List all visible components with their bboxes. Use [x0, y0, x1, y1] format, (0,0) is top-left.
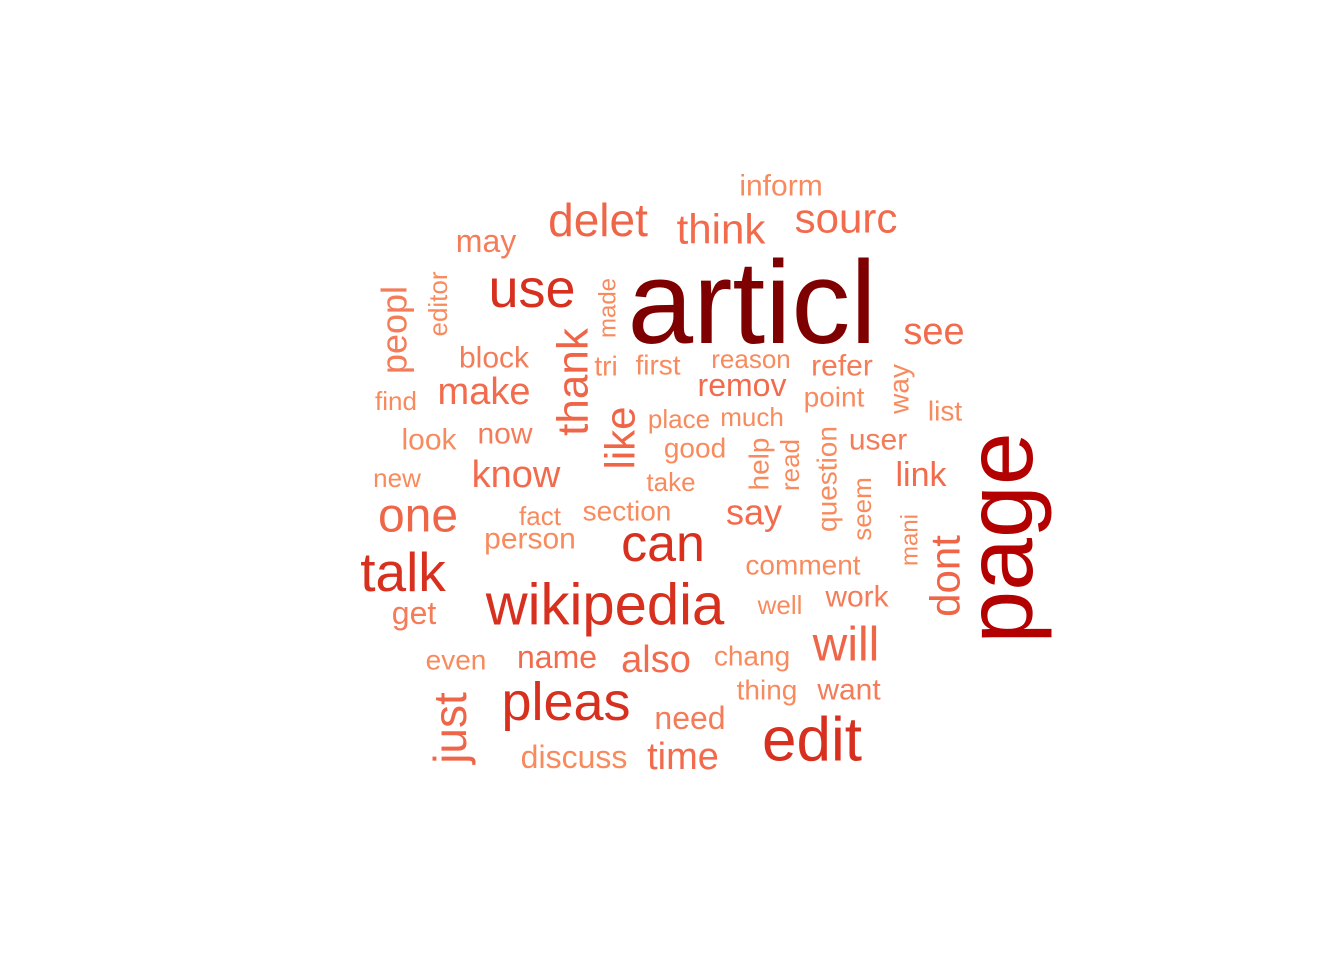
- word-made: made: [595, 278, 622, 338]
- word-say: say: [726, 492, 782, 533]
- word-want: want: [816, 674, 881, 707]
- word-look: look: [401, 424, 457, 457]
- word-seem: seem: [847, 477, 877, 541]
- word-also: also: [621, 639, 691, 681]
- word-person: person: [484, 523, 576, 556]
- word-place: place: [648, 404, 710, 434]
- word-peopl: peopl: [374, 286, 415, 374]
- word-one: one: [378, 490, 458, 543]
- word-question: question: [812, 426, 843, 532]
- word-now: now: [477, 418, 532, 451]
- word-edit: edit: [762, 706, 862, 775]
- word-reason: reason: [711, 344, 791, 374]
- word-refer: refer: [811, 350, 873, 383]
- word-talk: talk: [360, 541, 446, 603]
- word-first: first: [635, 350, 680, 381]
- word-pleas: pleas: [501, 672, 630, 732]
- word-user: user: [849, 424, 907, 457]
- word-like: like: [597, 406, 644, 469]
- word-articl: articl: [627, 237, 876, 369]
- word-just: just: [424, 692, 476, 766]
- word-dont: dont: [922, 535, 969, 617]
- word-get: get: [392, 595, 437, 631]
- word-link: link: [895, 456, 947, 494]
- word-inform: inform: [739, 170, 822, 203]
- word-help: help: [744, 438, 775, 491]
- word-wikipedia: wikipedia: [485, 573, 725, 638]
- word-tri: tri: [594, 351, 617, 382]
- word-well: well: [757, 590, 803, 620]
- word-know: know: [472, 454, 561, 496]
- word-work: work: [824, 581, 889, 614]
- word-discuss: discuss: [521, 739, 628, 775]
- word-find: find: [375, 386, 417, 416]
- word-even: even: [426, 645, 487, 676]
- word-point: point: [804, 382, 865, 413]
- word-will: will: [812, 619, 880, 672]
- word-delet: delet: [548, 194, 648, 246]
- word-sourc: sourc: [795, 195, 898, 242]
- word-new: new: [373, 463, 421, 493]
- word-thank: thank: [549, 327, 598, 436]
- word-thing: thing: [737, 675, 798, 706]
- word-editor: editor: [423, 271, 453, 336]
- word-page: page: [947, 432, 1053, 643]
- word-time: time: [647, 736, 719, 778]
- word-name: name: [517, 639, 597, 675]
- word-make: make: [438, 371, 531, 413]
- word-may: may: [456, 223, 516, 259]
- word-think: think: [677, 206, 767, 253]
- word-mani: mani: [897, 514, 924, 566]
- word-much: much: [720, 402, 784, 432]
- word-read: read: [775, 439, 805, 491]
- word-section: section: [583, 496, 672, 527]
- word-list: list: [928, 396, 962, 427]
- word-chang: chang: [714, 641, 790, 672]
- word-fact: fact: [519, 501, 562, 531]
- word-use: use: [488, 259, 575, 319]
- word-good: good: [664, 433, 726, 464]
- word-can: can: [621, 515, 705, 573]
- word-see: see: [903, 311, 964, 353]
- word-take: take: [646, 467, 695, 497]
- word-remov: remov: [698, 367, 787, 403]
- word-need: need: [654, 700, 725, 736]
- word-comment: comment: [745, 550, 860, 581]
- word-block: block: [459, 342, 530, 375]
- word-way: way: [884, 364, 915, 415]
